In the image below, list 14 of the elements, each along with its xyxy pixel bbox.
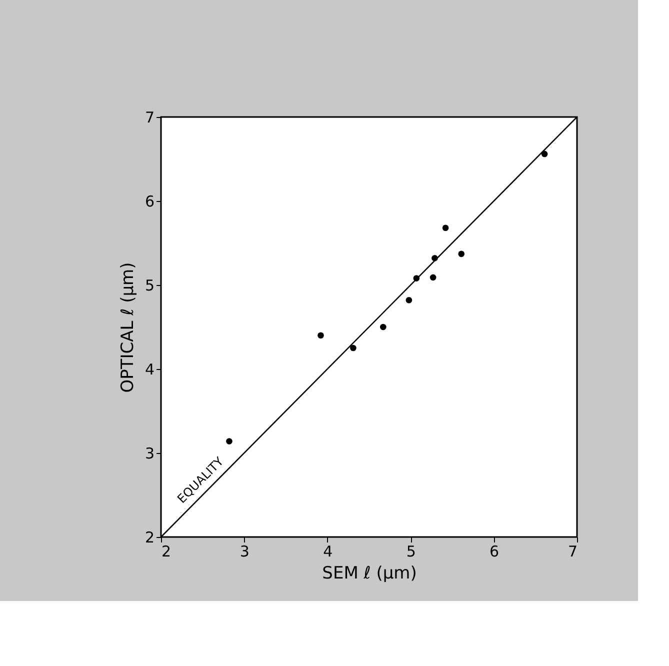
x-tick-label: 4 bbox=[323, 542, 333, 560]
x-tick-label: 2 bbox=[162, 542, 172, 560]
x-tick-label: 5 bbox=[406, 542, 416, 560]
y-tick-label: 6 bbox=[144, 192, 154, 210]
y-axis-title: OPTICAL ℓ (μm) bbox=[118, 262, 138, 393]
x-tick-label: 6 bbox=[490, 542, 500, 560]
y-tick-label: 2 bbox=[144, 528, 154, 546]
y-tick-label: 7 bbox=[144, 108, 154, 126]
x-tick-label: 7 bbox=[568, 542, 578, 560]
y-tick-label: 3 bbox=[144, 444, 154, 462]
y-tick-label: 4 bbox=[144, 360, 154, 378]
x-axis-title: SEM ℓ (μm) bbox=[322, 564, 417, 584]
y-tick-label: 5 bbox=[144, 276, 154, 294]
x-tick-label: 3 bbox=[240, 542, 250, 560]
